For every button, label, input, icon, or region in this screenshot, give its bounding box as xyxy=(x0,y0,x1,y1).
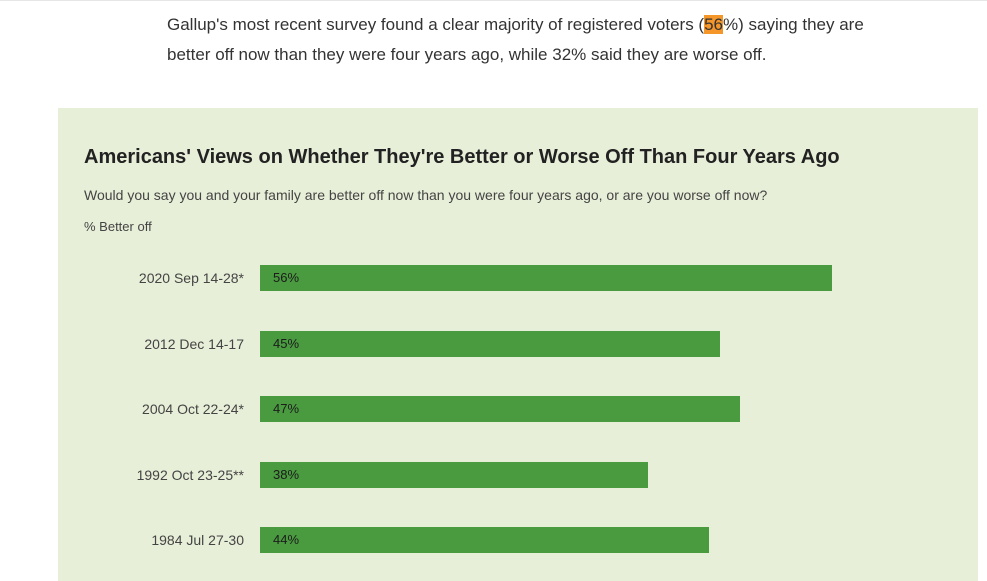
intro-text-end: %) saying they are better off now than t… xyxy=(167,15,864,64)
bar xyxy=(260,527,710,553)
bar-value-label: 45% xyxy=(273,335,300,351)
intro-highlight: 56 xyxy=(704,15,723,34)
bar-value-label: 47% xyxy=(273,401,300,416)
intro-paragraph: Gallup's most recent survey found a clea… xyxy=(167,10,887,70)
category-label: 1992 Oct 23-25** xyxy=(136,466,244,483)
bar xyxy=(260,330,720,357)
category-label: 1984 Jul 27-30 xyxy=(151,532,244,548)
bar-value-label: 38% xyxy=(273,466,300,482)
category-label: 2012 Dec 14-17 xyxy=(144,335,244,352)
chart-unit-label: % Better off xyxy=(84,219,152,234)
category-label: 2004 Oct 22-24* xyxy=(142,401,244,417)
top-divider xyxy=(0,0,987,1)
chart-panel: Americans' Views on Whether They're Bett… xyxy=(58,108,978,581)
bar xyxy=(260,396,741,422)
chart-title: Americans' Views on Whether They're Bett… xyxy=(84,146,840,168)
bar xyxy=(260,265,832,291)
chart-subtitle: Would you say you and your family are be… xyxy=(84,187,768,203)
bar-value-label: 44% xyxy=(273,532,300,547)
bar xyxy=(260,461,649,488)
bar-chart: 2020 Sep 14-28* 56% 2012 Dec 14-17 45% 2004 … xyxy=(58,108,978,581)
bar-value-label: 56% xyxy=(273,270,300,285)
intro-text-start: Gallup's most recent survey found a clea… xyxy=(167,15,705,34)
category-label: 2020 Sep 14-28* xyxy=(138,270,244,286)
